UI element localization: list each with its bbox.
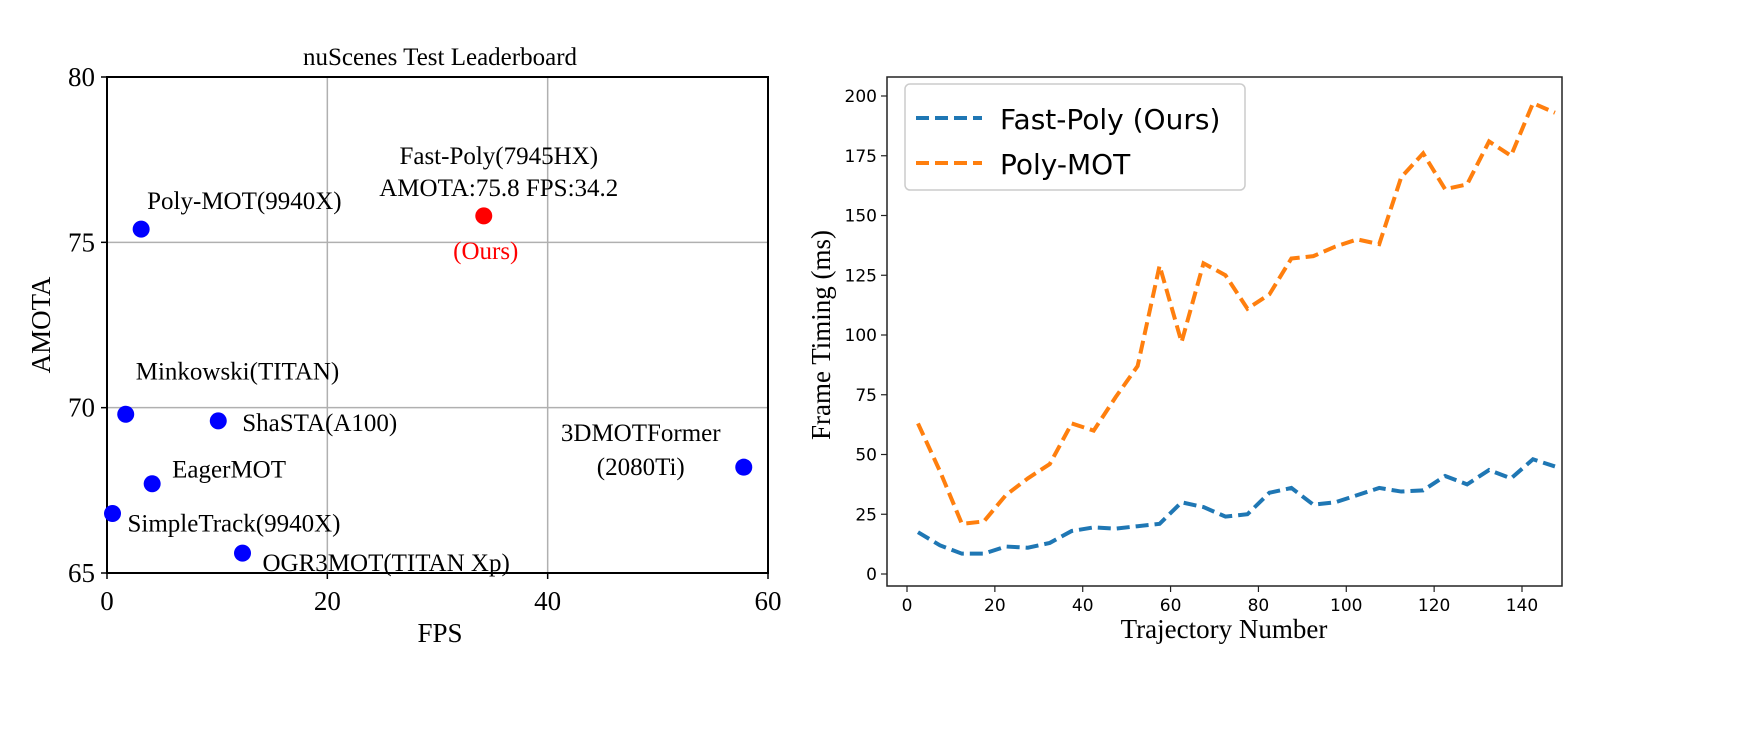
legend-label-fast-poly: Fast-Poly (Ours) [1000, 103, 1220, 136]
data-point [475, 207, 493, 225]
point-label: SimpleTrack(9940X) [128, 510, 341, 537]
x-tick-label: 100 [1330, 596, 1362, 616]
y-tick-label: 125 [845, 266, 877, 286]
point-label: Poly-MOT(9940X) [147, 188, 341, 215]
legend: Fast-Poly (Ours) Poly-MOT [904, 83, 1246, 191]
line-chart: Trajectory Number Frame Timing (ms) 0 20 4… [806, 76, 1563, 644]
y-tick-label: 70 [68, 393, 95, 423]
data-point [735, 458, 753, 476]
x-tick-label: 60 [1160, 596, 1182, 616]
y-tick-label: 25 [855, 505, 877, 525]
x-tick-label: 20 [984, 596, 1006, 616]
plot-frame [886, 76, 1563, 587]
y-tick-label: 80 [68, 62, 95, 92]
x-axis-label: Trajectory Number [1121, 614, 1328, 644]
y-axis-label: Frame Timing (ms) [806, 230, 836, 440]
x-tick-label: 80 [1248, 596, 1270, 616]
y-tick-label: 175 [845, 147, 877, 167]
y-tick-label: 100 [845, 326, 877, 346]
data-point [234, 544, 252, 562]
y-tick-label: 75 [855, 386, 877, 406]
legend-frame [904, 83, 1246, 191]
x-tick-label: 60 [755, 586, 782, 616]
y-tick-label: 150 [845, 207, 877, 227]
ours-label: (Ours) [453, 238, 518, 265]
point-label: OGR3MOT(TITAN Xp) [263, 550, 510, 577]
x-tick-label: 120 [1418, 596, 1450, 616]
x-tick-label: 20 [314, 586, 341, 616]
point-label: EagerMOT [172, 457, 286, 484]
y-tick-label: 50 [855, 446, 877, 466]
chart-title: nuScenes Test Leaderboard [303, 44, 578, 71]
point-label-detail: AMOTA:75.8 FPS:34.2 [379, 175, 618, 202]
series-line-fast-poly [916, 457, 1556, 556]
data-point [117, 405, 135, 423]
x-tick-label: 0 [100, 586, 114, 616]
y-tick-label: 200 [845, 87, 877, 107]
x-tick-label: 40 [1072, 596, 1094, 616]
data-point [104, 504, 122, 522]
data-point [132, 220, 150, 238]
y-tick-label: 75 [68, 227, 95, 257]
series-line-poly-mot [916, 100, 1556, 526]
y-axis-label: AMOTA [26, 276, 56, 373]
y-tick-label: 65 [68, 558, 95, 588]
scatter-chart: nuScenes Test Leaderboard FPS AMOTA 0 20 4… [26, 44, 782, 648]
y-tick-label: 0 [866, 565, 877, 585]
x-axis-label: FPS [417, 618, 462, 648]
point-label: Minkowski(TITAN) [136, 358, 340, 385]
point-label: ShaSTA(A100) [242, 410, 397, 437]
point-label-detail: (2080Ti) [597, 454, 685, 481]
x-tick-label: 40 [534, 586, 561, 616]
data-point [209, 412, 227, 430]
x-tick-label: 0 [902, 596, 913, 616]
plot-frame [106, 76, 769, 574]
x-tick-label: 140 [1506, 596, 1538, 616]
legend-label-poly-mot: Poly-MOT [1000, 148, 1131, 181]
point-label: Fast-Poly(7945HX) [399, 143, 598, 170]
data-point [143, 475, 161, 493]
point-label: 3DMOTFormer [561, 420, 721, 447]
